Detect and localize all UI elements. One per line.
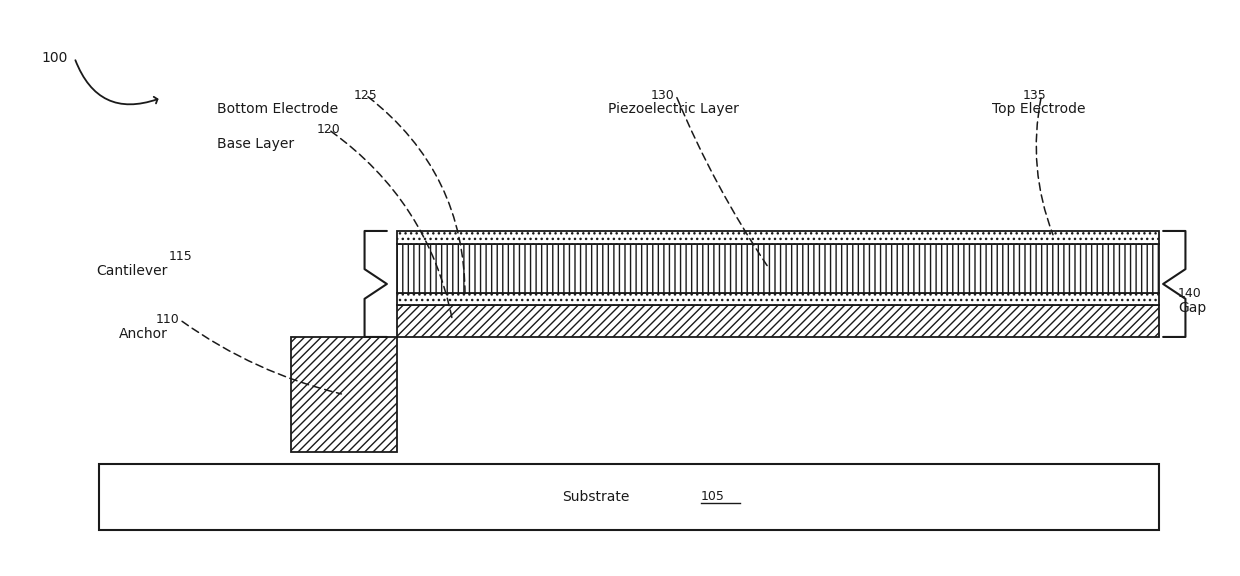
Text: 120: 120	[316, 123, 340, 136]
Text: 135: 135	[1023, 89, 1047, 101]
Text: Gap: Gap	[1178, 301, 1207, 315]
Bar	[397, 305, 1159, 337]
Text: 140: 140	[1178, 287, 1202, 300]
Text: 110: 110	[156, 313, 180, 326]
Bar	[397, 231, 1159, 244]
Bar	[397, 293, 1159, 305]
Bar	[397, 244, 1159, 293]
Bar	[99, 464, 1159, 530]
Bar	[291, 337, 397, 452]
Text: 125: 125	[353, 89, 377, 101]
Text: Base Layer: Base Layer	[217, 137, 294, 151]
Text: Piezoelectric Layer: Piezoelectric Layer	[608, 103, 739, 116]
Text: Bottom Electrode: Bottom Electrode	[217, 103, 339, 116]
Text: Anchor: Anchor	[119, 327, 167, 341]
Text: Cantilever: Cantilever	[95, 264, 167, 278]
Text: 130: 130	[651, 89, 675, 101]
Text: Top Electrode: Top Electrode	[992, 103, 1085, 116]
Text: 105: 105	[701, 490, 724, 503]
Text: 115: 115	[169, 250, 192, 263]
Text: 100: 100	[42, 51, 68, 65]
Text: Substrate: Substrate	[563, 490, 630, 503]
